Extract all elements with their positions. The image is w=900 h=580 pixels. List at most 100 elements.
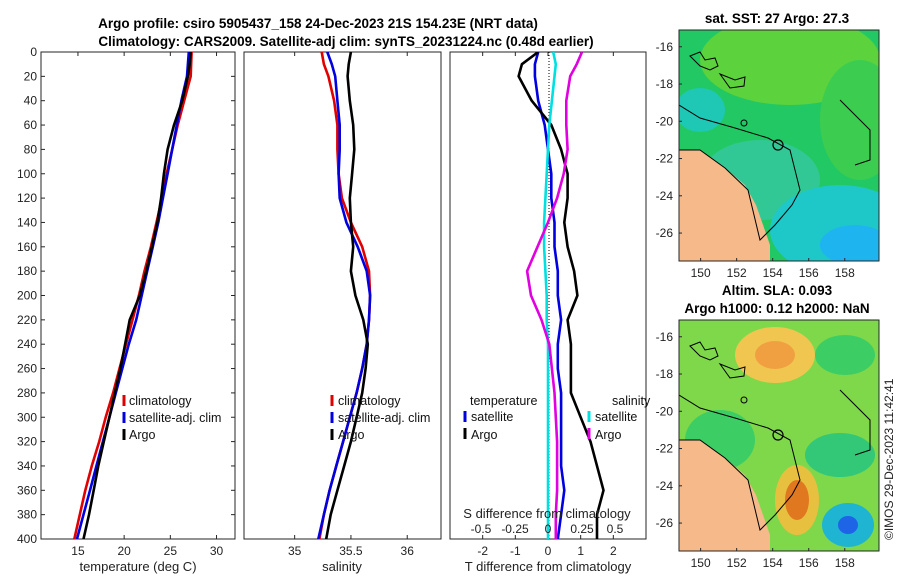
lon-tick-label: 158 <box>835 556 855 570</box>
sst-island <box>689 51 719 71</box>
x-tick-label: 1 <box>577 544 584 558</box>
lon-tick-label: 156 <box>799 266 819 280</box>
lat-tick-label: -20 <box>656 114 674 128</box>
sla-negative-anomaly <box>805 433 875 477</box>
series-line-satellite-adj-clim <box>317 52 372 539</box>
sst-cool-area <box>679 88 725 132</box>
sla-negative-anomaly <box>815 335 875 375</box>
depth-tick-label: 120 <box>17 191 37 205</box>
lon-tick-label: 152 <box>727 556 747 570</box>
lat-tick-label: -18 <box>656 367 674 381</box>
s-tick-label: 0.25 <box>570 522 594 536</box>
depth-tick-label: 260 <box>17 362 37 376</box>
sst-reef <box>740 119 748 127</box>
salinity-legend: climatology satellite-adj. clim Argo <box>330 394 430 442</box>
sla-map-title-line1: Altim. SLA: 0.093 <box>722 283 833 298</box>
s-tick-label: 0.5 <box>607 522 624 536</box>
lat-tick-label: -26 <box>656 226 674 240</box>
depth-tick-label: 340 <box>17 459 37 473</box>
sst-map-field <box>679 30 879 261</box>
lat-tick-label: -20 <box>656 404 674 418</box>
depth-tick-label: 280 <box>17 386 37 400</box>
legend-satellite-label: satellite-adj. clim <box>129 411 221 425</box>
depth-tick-label: 40 <box>24 94 38 108</box>
legend-s-satellite-label: satellite <box>595 410 637 424</box>
legend-climatology-label: climatology <box>129 394 192 408</box>
legend-s-argo-label: Argo <box>595 428 621 442</box>
depth-tick-label: 400 <box>17 532 37 546</box>
lon-tick-label: 150 <box>691 556 711 570</box>
x-tick-label: 35.5 <box>339 544 363 558</box>
lat-tick-label: -16 <box>656 40 674 54</box>
sst-map: sat. SST: 27 Argo: 27.3 150 152 154 156 158 -… <box>656 11 880 280</box>
salinity-lines <box>317 52 372 539</box>
s-difference-label: S difference from climatology <box>463 506 631 521</box>
sst-island <box>718 72 746 89</box>
depth-tick-label: 380 <box>17 508 37 522</box>
lat-tick-label: -26 <box>656 516 674 530</box>
depth-tick-label: 20 <box>24 69 38 83</box>
depth-tick-label: 180 <box>17 264 37 278</box>
x-tick-label: 20 <box>117 544 131 558</box>
sla-island <box>718 362 746 379</box>
depth-tick-label: 320 <box>17 435 37 449</box>
depth-tick-label: 100 <box>17 167 37 181</box>
legend-argo-label: Argo <box>338 428 364 442</box>
x-tick-label: 0 <box>545 544 552 558</box>
temperature-xlabel: temperature (deg C) <box>79 559 196 574</box>
x-tick-label: 2 <box>610 544 617 558</box>
lon-tick-label: 156 <box>799 556 819 570</box>
legend-temperature-title: temperature <box>470 394 537 408</box>
imos-watermark: ©IMOS 29-Dec-2023 11:42:41 <box>882 378 896 540</box>
depth-tick-label: 140 <box>17 215 37 229</box>
salinity-ticks: 35 35.5 36 <box>288 52 414 558</box>
series-line-argo <box>324 52 370 539</box>
temperature-ticks: 15 20 25 3002040608010012014016018020022024… <box>17 45 235 558</box>
s-tick-label: -0.5 <box>471 522 492 536</box>
sla-map-field <box>679 320 879 551</box>
sla-positive-anomaly <box>785 480 809 520</box>
temperature-lines <box>73 52 193 539</box>
lon-tick-label: 154 <box>763 556 783 570</box>
depth-tick-label: 200 <box>17 289 37 303</box>
series-line-salinity-argo <box>525 52 584 539</box>
x-tick-label: 25 <box>164 544 178 558</box>
sla-map-title-line2: Argo h1000: 0.12 h2000: NaN <box>684 301 869 316</box>
figure-title-line1: Argo profile: csiro 5905437_158 24-Dec-2… <box>98 16 538 31</box>
x-tick-label: 15 <box>71 544 85 558</box>
legend-argo-label: Argo <box>129 428 155 442</box>
x-tick-label: 30 <box>210 544 224 558</box>
depth-tick-label: 80 <box>24 142 38 156</box>
legend-satellite-label: satellite-adj. clim <box>338 411 430 425</box>
lon-tick-label: 154 <box>763 266 783 280</box>
sla-map-frame <box>678 319 880 552</box>
sst-reef-contour <box>839 99 871 166</box>
s-tick-label: 0 <box>545 522 552 536</box>
difference-panel: -2 -1 0 1 2 T difference from climatology S … <box>449 51 651 574</box>
lon-tick-label: 150 <box>691 266 711 280</box>
sla-land-australia <box>679 440 770 551</box>
lat-tick-label: -22 <box>656 442 674 456</box>
sst-cool-area <box>820 225 879 261</box>
depth-tick-label: 60 <box>24 118 38 132</box>
series-line-argo <box>82 52 192 539</box>
x-tick-label: -2 <box>477 544 488 558</box>
lon-tick-label: 158 <box>835 266 855 280</box>
legend-climatology-label: climatology <box>338 394 401 408</box>
sla-map-ticks: 150 152 154 156 158 -16 -18 -20 -22 -24 -26 <box>656 330 855 570</box>
difference-lines <box>517 52 605 539</box>
argo-position-marker <box>772 429 784 441</box>
lat-tick-label: -16 <box>656 330 674 344</box>
series-line-satellite-adj-clim <box>75 52 191 539</box>
x-tick-label: 35 <box>288 544 302 558</box>
sst-warm-area <box>820 60 879 180</box>
depth-tick-label: 0 <box>30 45 37 59</box>
lat-tick-label: -24 <box>656 189 674 203</box>
depth-tick-label: 300 <box>17 410 37 424</box>
lat-tick-label: -22 <box>656 152 674 166</box>
x-tick-label: 36 <box>401 544 415 558</box>
sst-land-australia <box>679 150 770 261</box>
sst-map-ticks: 150 152 154 156 158 -16 -18 -20 -22 -24 -26 <box>656 40 855 280</box>
temperature-legend: climatology satellite-adj. clim Argo <box>122 394 221 442</box>
